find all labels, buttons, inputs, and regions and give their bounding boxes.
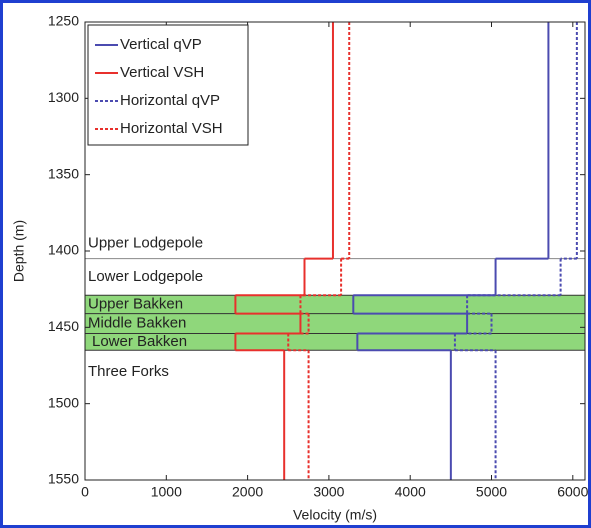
legend-label: Horizontal qVP (120, 92, 220, 109)
layer-label: Lower Bakken (92, 333, 187, 350)
layer-band (85, 313, 585, 334)
legend-label: Vertical VSH (120, 64, 204, 81)
layer-band (85, 333, 585, 351)
x-tick-label: 4000 (395, 484, 426, 500)
layer-label: Upper Bakken (88, 295, 183, 312)
layer-label: Upper Lodgepole (88, 235, 203, 252)
y-tick-label: 1550 (48, 471, 79, 487)
x-tick-label: 6000 (557, 484, 588, 500)
legend-label: Horizontal VSH (120, 120, 223, 137)
y-tick-label: 1250 (48, 13, 79, 29)
y-tick-label: 1500 (48, 394, 79, 410)
layer-band (85, 295, 585, 314)
x-tick-label: 3000 (313, 484, 344, 500)
layer-label: Three Forks (88, 363, 169, 380)
legend-label: Vertical qVP (120, 36, 202, 53)
x-axis-label: Velocity (m/s) (293, 507, 377, 523)
x-tick-label: 2000 (232, 484, 263, 500)
y-tick-label: 1400 (48, 242, 79, 258)
x-tick-label: 5000 (476, 484, 507, 500)
y-tick-label: 1350 (48, 165, 79, 181)
y-axis-label: Depth (m) (11, 220, 27, 282)
x-tick-label: 0 (81, 484, 89, 500)
x-tick-label: 1000 (151, 484, 182, 500)
layer-label: Lower Lodgepole (88, 268, 203, 285)
y-tick-label: 1450 (48, 318, 79, 334)
y-tick-label: 1300 (48, 89, 79, 105)
layer-label: Middle Bakken (88, 314, 186, 331)
